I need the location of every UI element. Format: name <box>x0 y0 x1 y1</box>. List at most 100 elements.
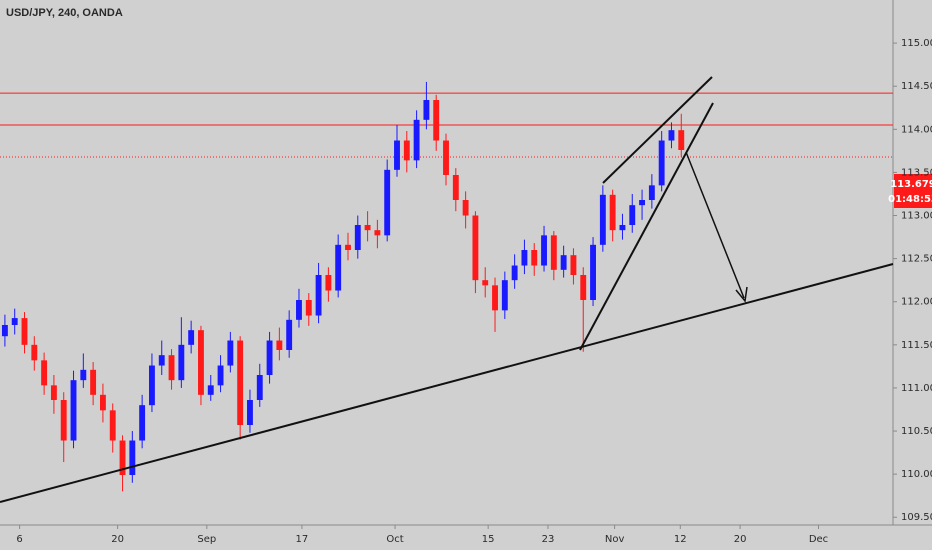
candle-body <box>403 140 410 161</box>
candle-body <box>609 194 616 231</box>
x-tick-label: 20 <box>734 534 747 545</box>
candle-body <box>198 330 204 395</box>
candle-body <box>570 255 577 275</box>
candle-body <box>501 280 508 311</box>
candle-body <box>521 250 528 266</box>
candle-body <box>678 130 685 150</box>
candle-body <box>511 265 518 281</box>
y-tick-label: 113.500 <box>901 167 932 178</box>
y-tick-label: 110.500 <box>901 426 932 437</box>
candle-body <box>31 344 38 361</box>
candle-body <box>119 440 126 475</box>
last-price-label: 113.679 <box>890 179 932 190</box>
candle-body <box>462 200 469 216</box>
candle-body <box>335 244 342 291</box>
candle-body <box>1 325 8 337</box>
candle-body <box>560 255 567 270</box>
candle-body <box>237 340 244 425</box>
candle-body <box>256 375 263 400</box>
candle-body <box>668 130 675 141</box>
candle-body <box>374 230 381 236</box>
chart-title: USD/JPY, 240, OANDA <box>6 7 123 19</box>
y-tick-label: 111.000 <box>901 383 932 394</box>
x-tick-label: Oct <box>386 534 403 545</box>
candle-body <box>590 244 596 300</box>
candle-body <box>550 235 557 270</box>
candle-body <box>648 185 655 200</box>
wedge-upper <box>602 76 713 184</box>
x-tick-label: 6 <box>16 534 22 545</box>
y-tick-label: 112.000 <box>901 297 932 308</box>
x-tick-label: 12 <box>674 534 687 545</box>
candle-body <box>90 369 97 395</box>
candle-body <box>443 140 449 175</box>
arrow <box>685 151 745 299</box>
candle-body <box>41 360 48 386</box>
drawings <box>0 76 894 503</box>
x-tick-label: 23 <box>542 534 555 545</box>
candle-body <box>541 235 547 266</box>
candle-body <box>217 365 224 386</box>
candle-body <box>129 440 136 475</box>
candle-body <box>580 275 587 300</box>
y-tick-label: 115.000 <box>901 38 932 49</box>
x-tick-label: Sep <box>197 534 216 545</box>
candle-body <box>354 225 361 250</box>
candle-body <box>168 355 175 381</box>
candle-body <box>658 140 665 186</box>
plot <box>0 81 893 492</box>
arrow-head <box>735 286 748 303</box>
candle-body <box>394 140 400 170</box>
candle-body <box>188 330 195 345</box>
x-tick-label: 15 <box>482 534 495 545</box>
candle-body <box>452 175 459 200</box>
candle-body <box>178 344 185 381</box>
candle-body <box>305 300 312 316</box>
candle-body <box>139 405 146 441</box>
y-tick-label: 111.500 <box>901 340 932 351</box>
x-tick-label: 17 <box>296 534 309 545</box>
candle-body <box>423 100 430 120</box>
candle-body <box>599 194 606 245</box>
y-tick-label: 109.500 <box>901 512 932 523</box>
candle-body <box>50 385 57 400</box>
candle-body <box>296 300 302 320</box>
candle-body <box>276 340 283 350</box>
candle-body <box>266 340 273 375</box>
candle-body <box>345 244 351 250</box>
candle-body <box>60 400 67 441</box>
x-tick-label: Nov <box>605 534 625 545</box>
candle-body <box>629 205 636 225</box>
candle-body <box>413 119 420 161</box>
candle-body <box>384 169 391 236</box>
y-tick-label: 114.000 <box>901 124 932 135</box>
candle-body <box>325 275 332 291</box>
countdown: 01:48:53 <box>888 194 932 205</box>
y-tick-label: 110.000 <box>901 469 932 480</box>
candle-body <box>227 340 234 366</box>
candle-body <box>472 215 479 281</box>
trendline <box>0 263 894 503</box>
x-tick-label: 20 <box>111 534 124 545</box>
candle-body <box>492 285 498 311</box>
candle-body <box>70 380 77 441</box>
y-tick-label: 113.000 <box>901 211 932 222</box>
x-tick-label: Dec <box>809 534 828 545</box>
candle-body <box>531 250 538 266</box>
candle-body <box>21 318 28 345</box>
candle-body <box>364 225 371 231</box>
candle-body <box>619 225 626 231</box>
candle-body <box>99 394 106 411</box>
candle-body <box>315 275 322 316</box>
candle-body <box>433 100 440 141</box>
candle-body <box>109 410 116 441</box>
candle-body <box>247 400 253 425</box>
candle-body <box>158 355 165 366</box>
y-tick-label: 114.500 <box>901 81 932 92</box>
candle-body <box>11 318 18 325</box>
candle-body <box>80 369 87 381</box>
candle-body <box>207 385 214 395</box>
wedge-lower <box>579 102 714 351</box>
